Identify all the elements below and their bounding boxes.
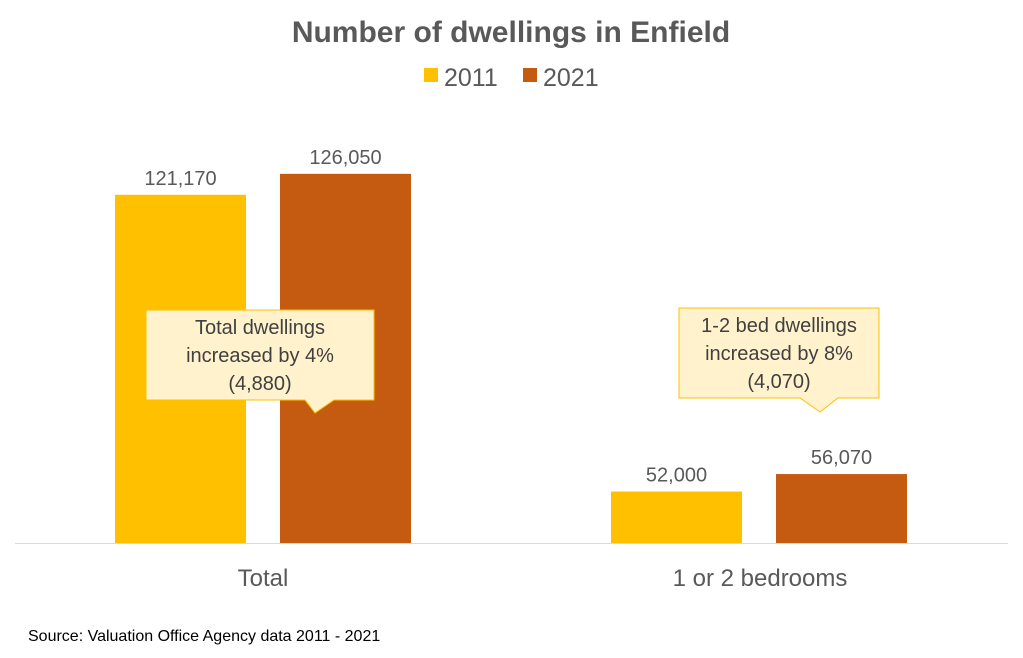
- data-label-2021-0: 126,050: [309, 147, 381, 169]
- legend-label-2021: 2021: [543, 64, 599, 92]
- callout-total: Total dwellings increased by 4% (4,880): [145, 309, 375, 414]
- legend-swatch-2011: [424, 68, 438, 82]
- data-label-2011-1: 52,000: [646, 465, 707, 487]
- category-label-1-2-bedrooms: 1 or 2 bedrooms: [673, 565, 848, 592]
- legend-swatch-2021: [523, 68, 537, 82]
- legend: 2011 2021: [424, 64, 599, 92]
- callout-total-line-2: increased by 4%: [186, 345, 334, 367]
- data-label-2021-1: 56,070: [811, 447, 872, 469]
- callout-1-2-bed: 1-2 bed dwellings increased by 8% (4,070…: [678, 307, 880, 413]
- bar-2011-1: [611, 491, 742, 543]
- chart-title: Number of dwellings in Enfield: [292, 16, 730, 49]
- callout-1-2-bed-line-3: (4,070): [747, 371, 810, 393]
- category-label-total: Total: [238, 565, 289, 592]
- bar-2021-1: [776, 474, 907, 543]
- callout-1-2-bed-line-2: increased by 8%: [705, 343, 853, 365]
- legend-label-2011: 2011: [444, 64, 498, 92]
- data-label-2011-0: 121,170: [144, 168, 216, 190]
- callout-total-line-3: (4,880): [228, 373, 291, 395]
- callout-total-line-1: Total dwellings: [195, 317, 325, 339]
- source-note: Source: Valuation Office Agency data 201…: [28, 628, 380, 645]
- callout-1-2-bed-line-1: 1-2 bed dwellings: [701, 315, 857, 337]
